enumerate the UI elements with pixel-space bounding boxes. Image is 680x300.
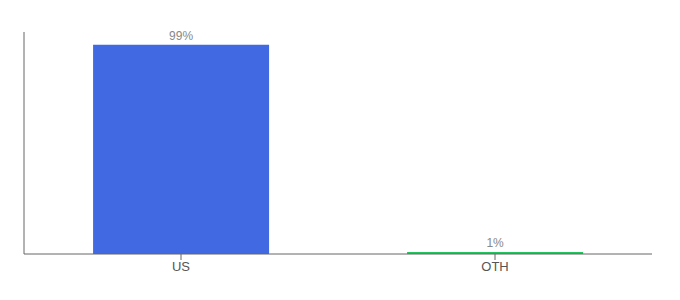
svg-text:US: US <box>172 259 190 274</box>
svg-text:1%: 1% <box>486 236 504 250</box>
svg-text:99%: 99% <box>169 29 193 43</box>
svg-text:OTH: OTH <box>481 259 508 274</box>
